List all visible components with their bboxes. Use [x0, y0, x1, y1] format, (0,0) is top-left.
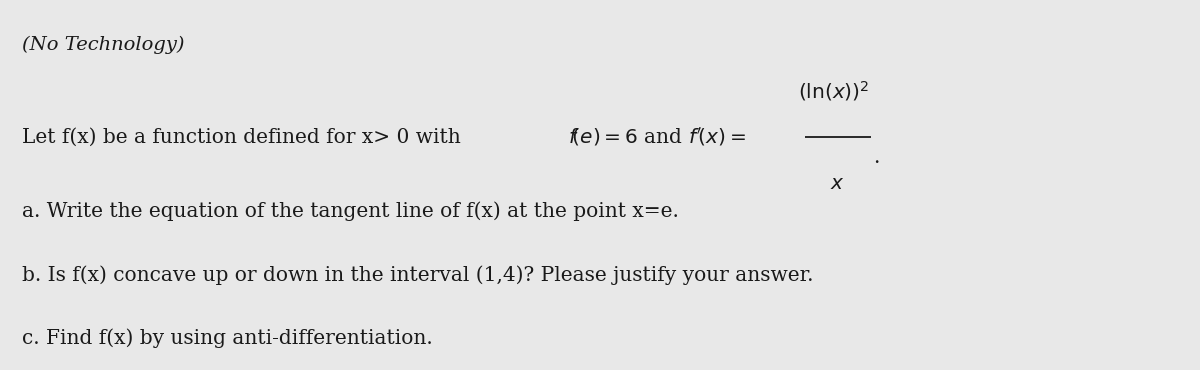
Text: .: .: [874, 148, 880, 167]
Text: $x$: $x$: [830, 174, 845, 193]
Text: a. Write the equation of the tangent line of f(x) at the point x=e.: a. Write the equation of the tangent lin…: [22, 201, 678, 221]
Text: $f\!\left(e\right)=6$ and $f'\!\left(x\right)=$: $f\!\left(e\right)=6$ and $f'\!\left(x\r…: [568, 126, 745, 148]
Text: (No Technology): (No Technology): [22, 35, 184, 54]
Text: c. Find f(x) by using anti-differentiation.: c. Find f(x) by using anti-differentiati…: [22, 329, 432, 349]
Text: Let f(x) be a function defined for x> 0 with: Let f(x) be a function defined for x> 0 …: [22, 127, 467, 147]
Text: $(\mathrm{ln}(x))^2$: $(\mathrm{ln}(x))^2$: [798, 79, 870, 102]
Text: b. Is f(x) concave up or down in the interval (1,4)? Please justify your answer.: b. Is f(x) concave up or down in the int…: [22, 266, 814, 286]
